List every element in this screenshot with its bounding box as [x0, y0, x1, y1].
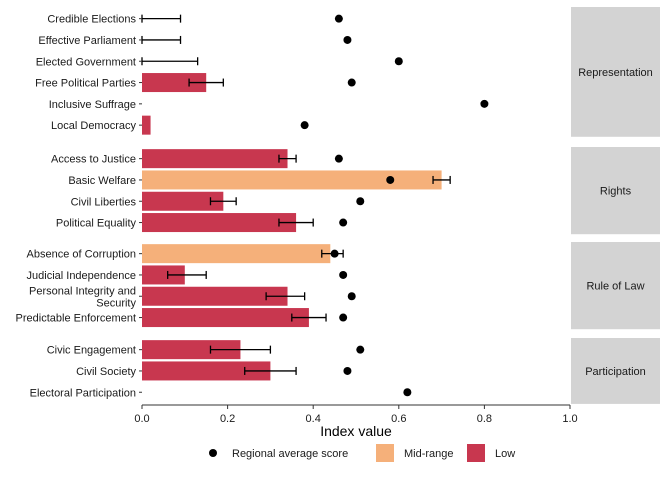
average-dot	[394, 57, 403, 66]
average-dot	[334, 14, 343, 23]
panel-strip	[571, 147, 660, 235]
bar	[142, 73, 207, 93]
average-dot	[339, 218, 348, 227]
average-dot	[386, 175, 395, 184]
panel-strip-label: Rights	[600, 186, 632, 198]
y-tick-label: Credible Elections	[47, 14, 136, 26]
y-tick-label: Free Political Parties	[35, 78, 136, 90]
panel-strips: Representation Rights Rule of Law Participa…	[571, 7, 660, 404]
y-tick-label: Civic Engagement	[47, 345, 136, 357]
average-dot	[339, 313, 348, 322]
y-tick-label: Absence of Corruption	[27, 249, 136, 261]
panel-strip-label: Participation	[585, 366, 646, 378]
x-tick-label: 0.8	[477, 413, 492, 425]
average-dot	[480, 99, 489, 108]
average-dot	[300, 121, 309, 130]
bar	[142, 308, 309, 328]
legend: Regional average score Mid-range Low	[209, 444, 515, 462]
bar	[142, 265, 185, 285]
legend-symbol-box	[376, 444, 394, 462]
y-axis-labels: Credible Elections Effective Parliament El…	[16, 14, 142, 399]
average-dot	[356, 345, 365, 354]
bar	[142, 149, 288, 169]
panel-strip	[571, 7, 660, 137]
y-tick-label: Effective Parliament	[38, 35, 136, 47]
panel-strip-label: Rule of Law	[586, 281, 644, 293]
average-dot	[347, 78, 356, 87]
x-tick-label: 0.2	[220, 413, 235, 425]
y-tick-label: Civil Liberties	[71, 196, 137, 208]
y-tick-label: Elected Government	[36, 56, 136, 68]
average-dot	[334, 154, 343, 163]
average-dot	[343, 366, 352, 375]
bar	[142, 213, 297, 233]
x-axis: Index value 0.0 0.2 0.4 0.6 0.8 1.0	[134, 404, 578, 439]
bar	[142, 170, 442, 190]
x-tick-label: 0.0	[134, 413, 149, 425]
bar	[142, 244, 331, 264]
bar	[142, 286, 288, 306]
y-tick-label: Basic Welfare	[68, 175, 136, 187]
average-dots	[300, 14, 489, 397]
y-tick-label: Predictable Enforcement	[16, 313, 136, 325]
y-tick-label: Judicial Independence	[27, 270, 136, 282]
error-bars	[141, 14, 451, 375]
y-tick-label: Access to Justice	[51, 154, 136, 166]
y-tick-label: Political Equality	[56, 218, 137, 230]
average-dot	[356, 197, 365, 206]
average-dot	[330, 249, 339, 258]
y-tick-label: Inclusive Suffrage	[49, 99, 136, 111]
average-dot	[343, 35, 352, 44]
y-tick-label: Personal Integrity and Security	[29, 285, 137, 309]
panel-strip	[571, 338, 660, 404]
legend-symbol-dot	[209, 449, 217, 457]
x-tick-label: 1.0	[562, 413, 577, 425]
x-axis-title: Index value	[320, 423, 392, 439]
x-tick-label: 0.4	[306, 413, 321, 425]
bars	[142, 73, 442, 381]
bar	[142, 361, 271, 381]
bar	[142, 115, 151, 135]
panel-strip-label: Representation	[578, 67, 653, 79]
legend-symbol-box	[467, 444, 485, 462]
y-tick-label: Local Democracy	[51, 120, 136, 132]
panel-strip	[571, 242, 660, 330]
legend-label: Regional average score	[232, 448, 348, 460]
bar	[142, 191, 224, 211]
legend-label: Low	[495, 448, 515, 460]
average-dot	[339, 270, 348, 279]
y-tick-label: Civil Society	[76, 366, 136, 378]
y-tick-label: Electoral Participation	[30, 387, 136, 399]
bar	[142, 340, 241, 360]
legend-label: Mid-range	[404, 448, 454, 460]
average-dot	[403, 388, 412, 397]
x-tick-label: 0.6	[391, 413, 406, 425]
average-dot	[347, 292, 356, 301]
